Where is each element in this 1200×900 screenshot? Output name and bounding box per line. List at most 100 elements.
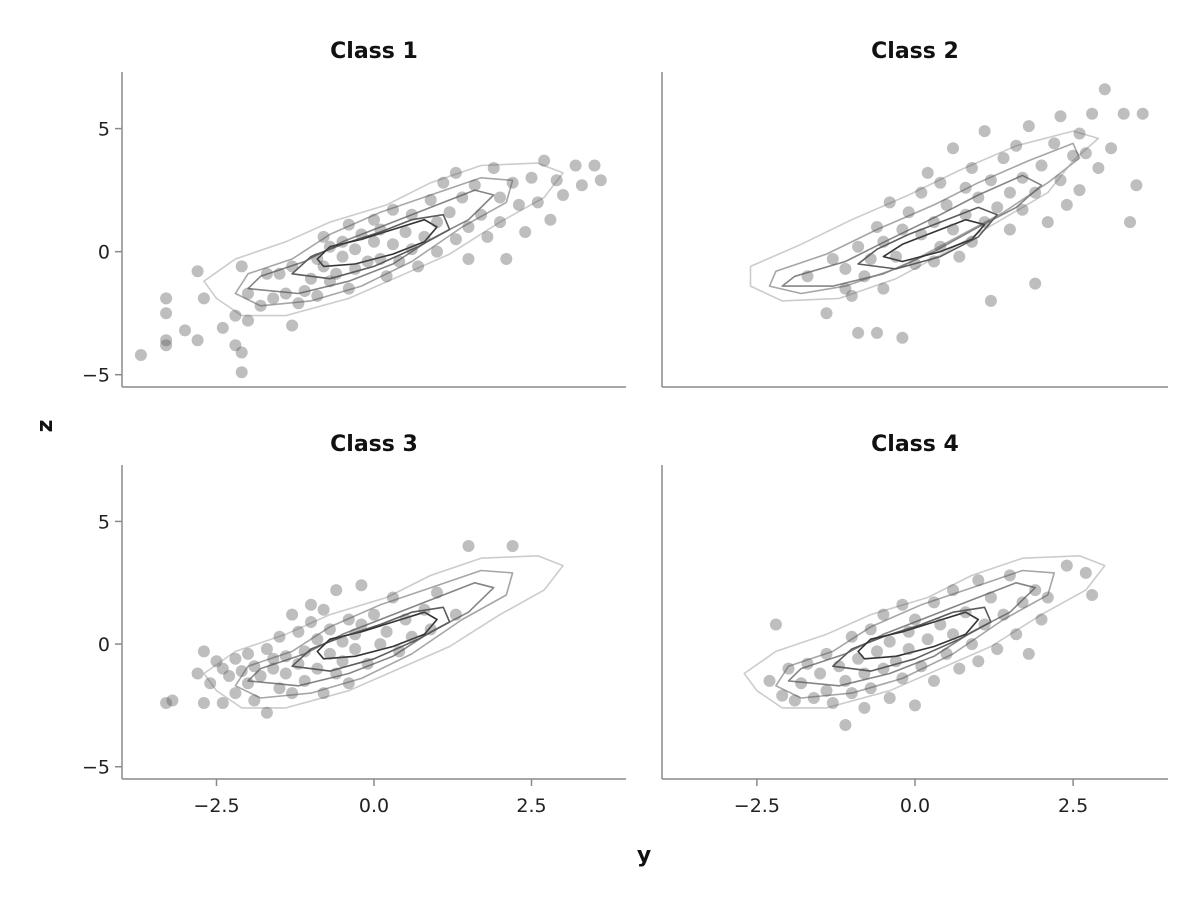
scatter-point	[166, 694, 179, 707]
scatter-point	[1016, 203, 1029, 216]
scatter-point	[1060, 559, 1073, 572]
scatter-point	[544, 213, 557, 226]
scatter-point	[235, 665, 248, 678]
scatter-point	[978, 618, 991, 631]
scatter-point	[424, 623, 437, 636]
scatter-point	[191, 334, 204, 347]
scatter-point	[538, 154, 551, 167]
scatter-point	[248, 694, 261, 707]
scatter-point	[864, 623, 877, 636]
scatter-point	[481, 230, 494, 243]
scatter-point	[311, 253, 324, 265]
scatter-point	[286, 608, 299, 621]
scatter-point	[431, 216, 443, 229]
scatter-point	[160, 292, 173, 305]
scatter-point	[317, 687, 330, 700]
density-contour-level-2	[234, 177, 514, 307]
panel-title: Class 1	[330, 39, 418, 64]
scatter-point	[336, 250, 349, 263]
density-contour-level-3	[247, 189, 495, 295]
y-tick-label: −5	[82, 757, 110, 779]
scatter-point	[248, 660, 261, 673]
scatter-point	[494, 216, 506, 229]
y-tick-label: 0	[98, 634, 110, 656]
scatter-point	[273, 630, 286, 643]
scatter-point	[978, 125, 991, 138]
scatter-point	[424, 194, 437, 206]
panel-class-4: Class 4 −2.5 0.0 2.5	[661, 432, 1168, 817]
density-contour-level-3	[247, 582, 495, 687]
scatter-point	[947, 584, 959, 597]
scatter-point	[814, 667, 827, 680]
scatter-point	[298, 674, 311, 687]
scatter-point	[940, 198, 953, 211]
scatter-point	[896, 672, 909, 685]
scatter-point	[216, 662, 229, 675]
scatter-point	[449, 608, 462, 621]
x-tick-label: 0.0	[359, 795, 389, 817]
density-contour-level-4	[832, 606, 992, 672]
density-contour-level-4	[857, 206, 998, 270]
scatter-point	[1035, 159, 1048, 172]
scatter-point	[349, 643, 362, 655]
scatter-point	[531, 196, 544, 209]
scatter-point	[191, 265, 204, 278]
scatter-point	[1086, 107, 1099, 120]
scatter-point	[323, 240, 336, 253]
scatter-point	[915, 186, 928, 199]
scatter-point	[449, 233, 462, 246]
scatter-point	[336, 235, 349, 248]
scatter-point	[947, 223, 959, 236]
scatter-point	[342, 677, 355, 690]
scatter-point	[965, 638, 978, 651]
scatter-point	[216, 321, 229, 334]
scatter-point	[216, 697, 229, 709]
scatter-point	[896, 223, 909, 236]
scatter-point	[807, 692, 820, 704]
scatter-point	[852, 240, 865, 253]
scatter-point	[286, 319, 299, 332]
scatter-point	[254, 670, 267, 682]
density-contour-level-5	[857, 611, 980, 660]
scatter-point	[871, 221, 883, 233]
scatter-point	[330, 667, 343, 680]
panel-class-1: Class 1 −5 0 5	[82, 39, 626, 388]
scatter-point	[1003, 186, 1016, 199]
scatter-point	[267, 652, 280, 665]
scatter-point	[795, 677, 808, 690]
scatter-point	[1010, 628, 1023, 641]
scatter-point	[934, 240, 947, 253]
density-contours	[749, 130, 1100, 302]
scatter-point	[323, 275, 336, 288]
density-contour-level-1	[203, 555, 564, 709]
scatter-point	[305, 272, 317, 285]
scatter-point	[877, 282, 890, 295]
scatter-point	[858, 270, 871, 283]
scatter-point	[915, 228, 928, 241]
density-contours	[203, 555, 564, 709]
scatter-point	[839, 674, 852, 687]
scatter-point	[569, 159, 582, 172]
scatter-point	[940, 647, 953, 660]
scatter-point	[965, 162, 978, 174]
panel-title: Class 3	[330, 432, 418, 457]
x-tick-label: −2.5	[734, 795, 780, 817]
scatter-point	[386, 203, 399, 216]
scatter-point	[349, 262, 362, 275]
scatter-point	[449, 166, 462, 179]
scatter-point	[418, 230, 431, 243]
panel-class-2: Class 2	[661, 39, 1168, 388]
scatter-points	[801, 83, 1149, 344]
scatter-point	[896, 331, 909, 344]
scatter-point	[877, 662, 890, 675]
scatter-point	[984, 294, 997, 307]
scatter-point	[788, 694, 801, 707]
scatter-point	[323, 647, 336, 660]
scatter-point	[839, 719, 852, 731]
scatter-point	[1029, 584, 1042, 597]
scatter-point	[921, 633, 934, 646]
scatter-point	[1130, 179, 1143, 192]
scatter-point	[500, 253, 513, 265]
scatter-point	[782, 662, 795, 675]
scatter-point	[877, 608, 890, 621]
